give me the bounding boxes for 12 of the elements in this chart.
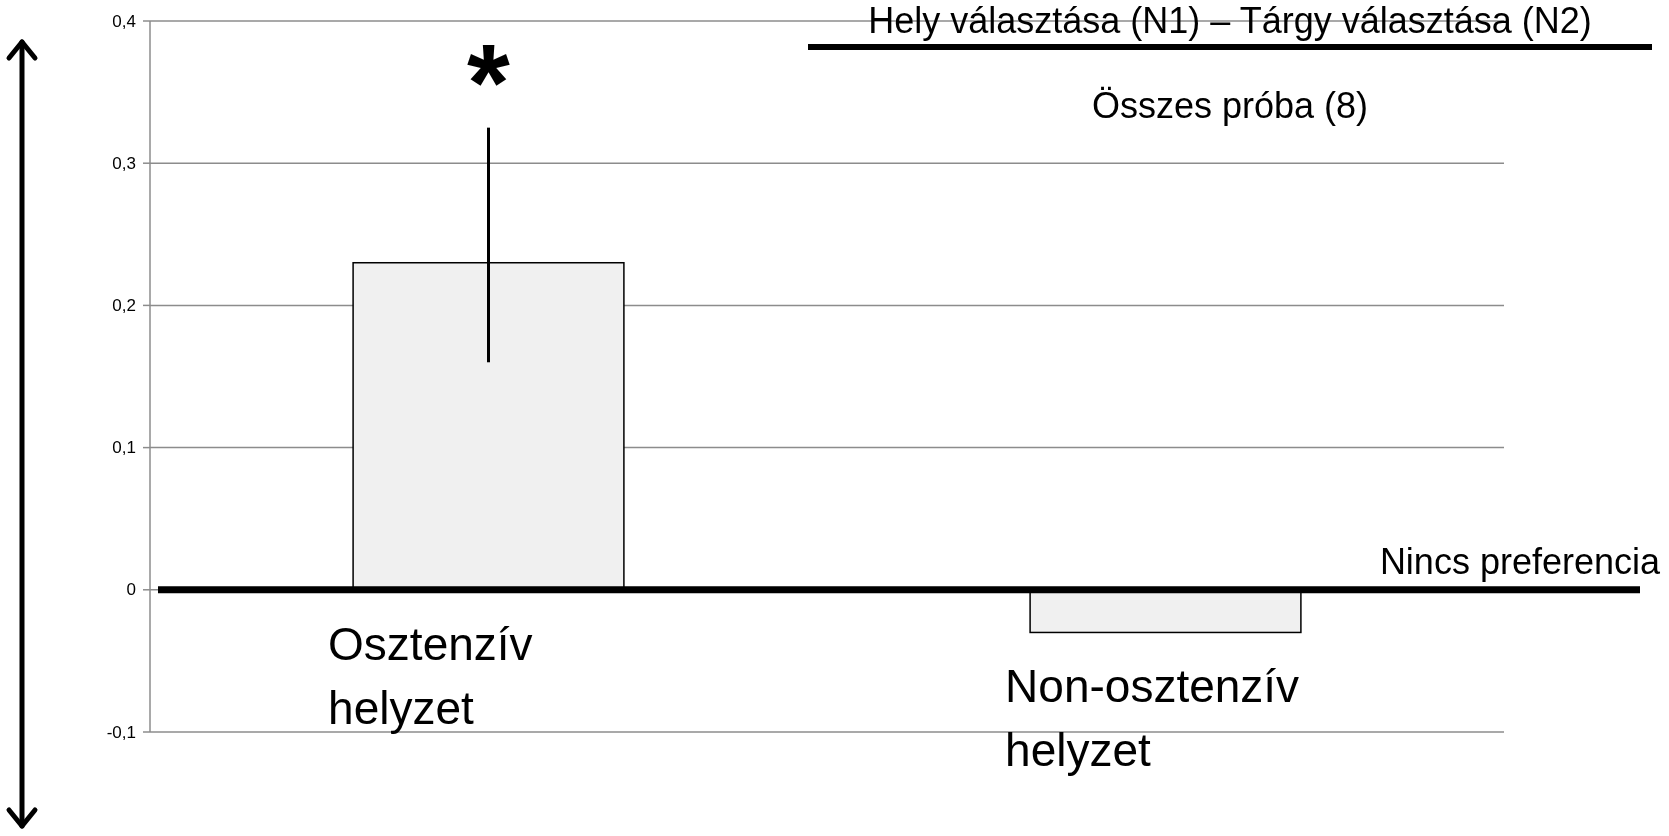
ref-line-label: Nincs preferencia <box>1379 540 1661 582</box>
x-tick-label: Non-osztenzív helyzet <box>1005 660 1300 777</box>
text: Összes próba (8) <box>1091 85 1369 126</box>
y-tick-label: 0 <box>126 580 136 600</box>
y-tick-label: -0,1 <box>106 722 136 742</box>
y-tick-label: 0,3 <box>112 153 136 173</box>
y-tick-label: 0,1 <box>112 438 136 458</box>
annotation: * <box>467 19 511 143</box>
y-tick-label: 0,2 <box>112 295 136 315</box>
x-tick-label: Osztenzív helyzet <box>328 617 533 734</box>
y-tick-label: 0,4 <box>112 11 136 31</box>
chart-title: Hely választása (N1) – Tárgy választása (N2) <box>867 0 1593 43</box>
